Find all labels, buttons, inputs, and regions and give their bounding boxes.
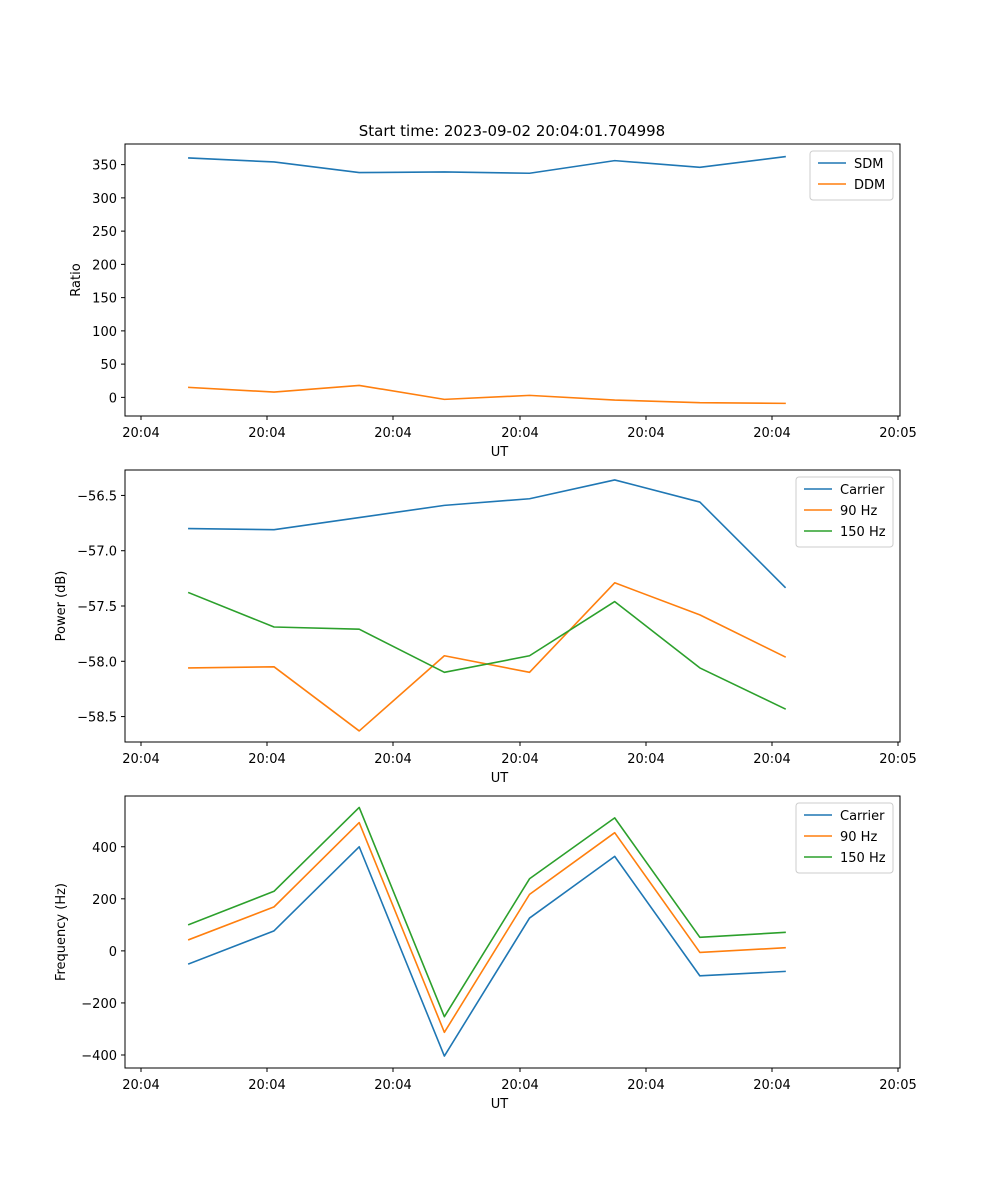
- legend-box: [795, 476, 894, 548]
- x-tick-label: 20:04: [753, 1078, 790, 1093]
- legend-label: 150 Hz: [840, 851, 886, 866]
- legend-label: 90 Hz: [840, 830, 877, 845]
- x-tick-label: 20:04: [627, 752, 664, 767]
- y-tick-label: 400: [92, 841, 117, 856]
- figure-title: Start time: 2023-09-02 20:04:01.704998: [359, 122, 665, 140]
- legend-label: DDM: [854, 178, 885, 193]
- series-line-sdm: [188, 155, 786, 175]
- x-tick-label: 20:04: [122, 752, 159, 767]
- legend-label: 90 Hz: [840, 504, 877, 519]
- series-line-carrier: [188, 479, 787, 589]
- y-tick-label: 50: [100, 358, 117, 373]
- legend-box: [795, 802, 894, 874]
- series-line-90-hz: [187, 821, 786, 1034]
- y-tick-label: 100: [92, 325, 117, 340]
- y-tick-label: 150: [92, 292, 117, 307]
- y-tick-label: −57.0: [77, 545, 117, 560]
- legend: Carrier 90 Hz 150 Hz: [795, 802, 894, 874]
- x-tick-label: 20:04: [501, 426, 538, 441]
- y-tick-label: 350: [92, 159, 117, 174]
- x-tick-label: 20:04: [753, 426, 790, 441]
- panels: 0 50 100 150 200 250 300 350 20:04 20:04 20:04 20:0…: [54, 143, 917, 1112]
- x-tick-label: 20:04: [374, 426, 411, 441]
- series-line-carrier: [187, 845, 786, 1057]
- y-tick-label: 250: [92, 225, 117, 240]
- x-tick-label: 20:04: [753, 752, 790, 767]
- legend: Carrier 90 Hz 150 Hz: [795, 476, 894, 548]
- y-tick-label: 200: [92, 258, 117, 273]
- legend-label: Carrier: [840, 809, 885, 824]
- x-tick-label: 20:04: [627, 1078, 664, 1093]
- y-tick-label: −57.5: [77, 600, 117, 615]
- x-axis-label: UT: [491, 1097, 509, 1112]
- x-axis-label: UT: [491, 445, 509, 460]
- x-tick-label: 20:04: [501, 752, 538, 767]
- y-tick-label: −200: [81, 997, 117, 1012]
- chart-panel-3: −400 −200 0 200 400 20:04 20:04 20:04 20:04 20:04…: [54, 795, 917, 1112]
- x-tick-label: 20:04: [122, 1078, 159, 1093]
- y-axis-label: Frequency (Hz): [54, 883, 69, 981]
- axes-frame: [124, 469, 901, 743]
- legend-label: SDM: [854, 157, 883, 172]
- y-tick-label: 0: [109, 945, 117, 960]
- series-line-ddm: [188, 384, 786, 405]
- x-tick-label: 20:05: [879, 752, 916, 767]
- x-tick-label: 20:04: [501, 1078, 538, 1093]
- x-tick-label: 20:04: [248, 752, 285, 767]
- x-axis-label: UT: [491, 771, 509, 786]
- x-tick-label: 20:04: [627, 426, 664, 441]
- y-axis-label: Power (dB): [54, 571, 69, 642]
- x-tick-label: 20:05: [879, 1078, 916, 1093]
- y-tick-label: 200: [92, 893, 117, 908]
- y-tick-label: −400: [81, 1049, 117, 1064]
- x-tick-label: 20:04: [248, 1078, 285, 1093]
- chart-panel-2: −58.5 −58.0 −57.5 −57.0 −56.5 20:04 20:04 20:04…: [54, 469, 917, 786]
- axes-frame: [124, 143, 901, 417]
- chart-panel-1: 0 50 100 150 200 250 300 350 20:04 20:04 20:04 20:0…: [69, 143, 917, 460]
- x-tick-label: 20:04: [374, 1078, 411, 1093]
- legend-label: 150 Hz: [840, 525, 886, 540]
- x-tick-label: 20:04: [374, 752, 411, 767]
- x-tick-label: 20:04: [248, 426, 285, 441]
- x-tick-label: 20:04: [122, 426, 159, 441]
- y-tick-label: 300: [92, 192, 117, 207]
- legend: SDM DDM: [809, 150, 894, 201]
- axes-frame: [124, 795, 901, 1069]
- series-line-150-hz: [187, 806, 786, 1018]
- x-tick-label: 20:05: [879, 426, 916, 441]
- y-tick-label: −56.5: [77, 489, 117, 504]
- y-tick-label: −58.5: [77, 711, 117, 726]
- y-axis-label: Ratio: [69, 263, 84, 296]
- series-line-150-hz: [187, 591, 787, 710]
- legend-label: Carrier: [840, 483, 885, 498]
- y-tick-label: −58.0: [77, 655, 117, 670]
- y-tick-label: 0: [109, 391, 117, 406]
